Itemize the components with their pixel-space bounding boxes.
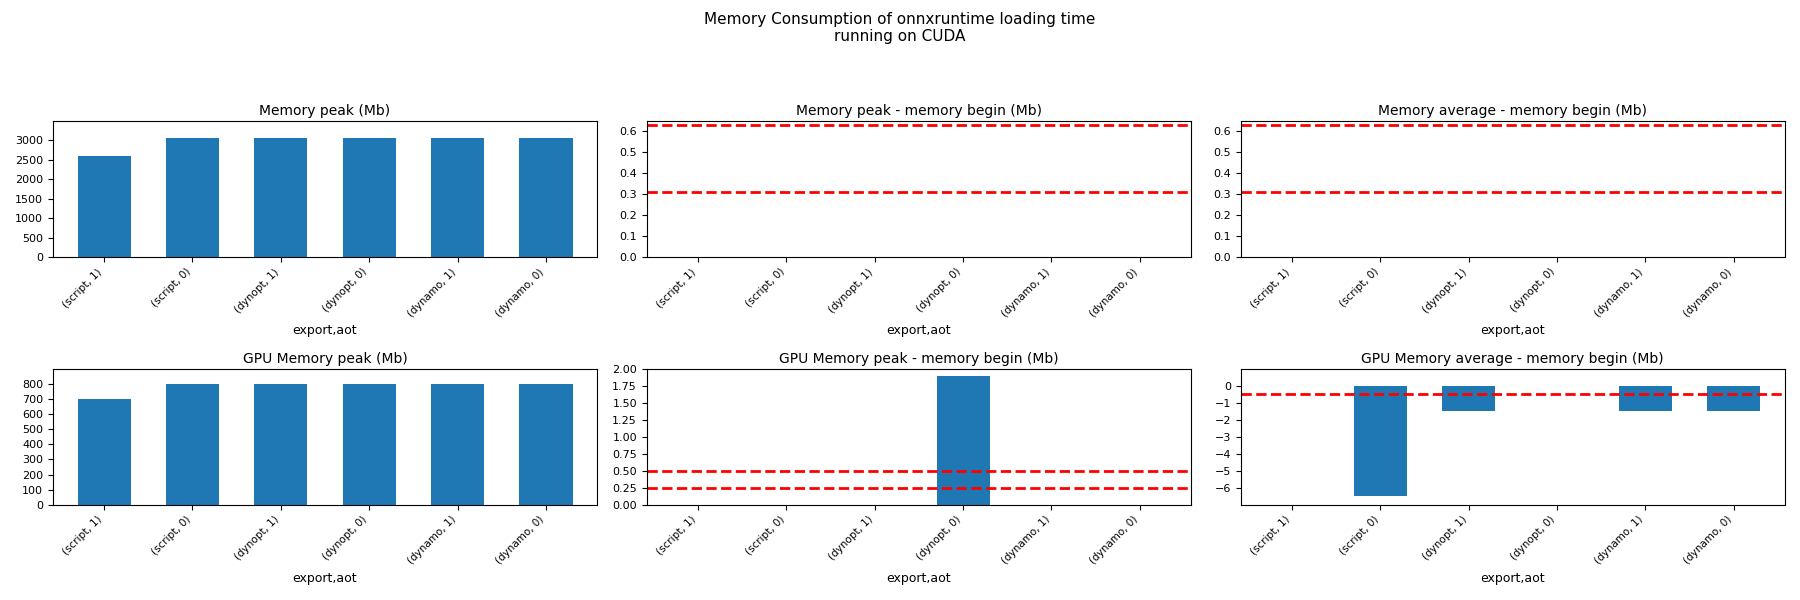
Bar: [1706, 386, 1760, 411]
Bar: [432, 138, 484, 257]
Title: GPU Memory peak - memory begin (Mb): GPU Memory peak - memory begin (Mb): [779, 352, 1058, 366]
Bar: [77, 399, 131, 505]
X-axis label: export,aot: export,aot: [293, 324, 358, 337]
Bar: [254, 138, 308, 257]
Bar: [77, 156, 131, 257]
Title: Memory average - memory begin (Mb): Memory average - memory begin (Mb): [1379, 104, 1647, 118]
Bar: [520, 384, 572, 505]
Bar: [520, 138, 572, 257]
X-axis label: export,aot: export,aot: [887, 324, 950, 337]
Title: GPU Memory peak (Mb): GPU Memory peak (Mb): [243, 352, 407, 366]
X-axis label: export,aot: export,aot: [887, 572, 950, 585]
Bar: [254, 384, 308, 505]
Title: Memory peak - memory begin (Mb): Memory peak - memory begin (Mb): [796, 104, 1042, 118]
Bar: [342, 384, 396, 505]
Title: Memory peak (Mb): Memory peak (Mb): [259, 104, 391, 118]
Text: Memory Consumption of onnxruntime loading time
running on CUDA: Memory Consumption of onnxruntime loadin…: [704, 12, 1096, 44]
Bar: [936, 376, 990, 505]
Bar: [166, 384, 220, 505]
X-axis label: export,aot: export,aot: [293, 572, 358, 585]
X-axis label: export,aot: export,aot: [1480, 324, 1544, 337]
Bar: [432, 384, 484, 505]
Bar: [1618, 386, 1672, 411]
Bar: [342, 138, 396, 257]
Bar: [1442, 386, 1496, 411]
Bar: [166, 138, 220, 257]
Title: GPU Memory average - memory begin (Mb): GPU Memory average - memory begin (Mb): [1361, 352, 1665, 366]
X-axis label: export,aot: export,aot: [1480, 572, 1544, 585]
Bar: [1354, 386, 1408, 496]
